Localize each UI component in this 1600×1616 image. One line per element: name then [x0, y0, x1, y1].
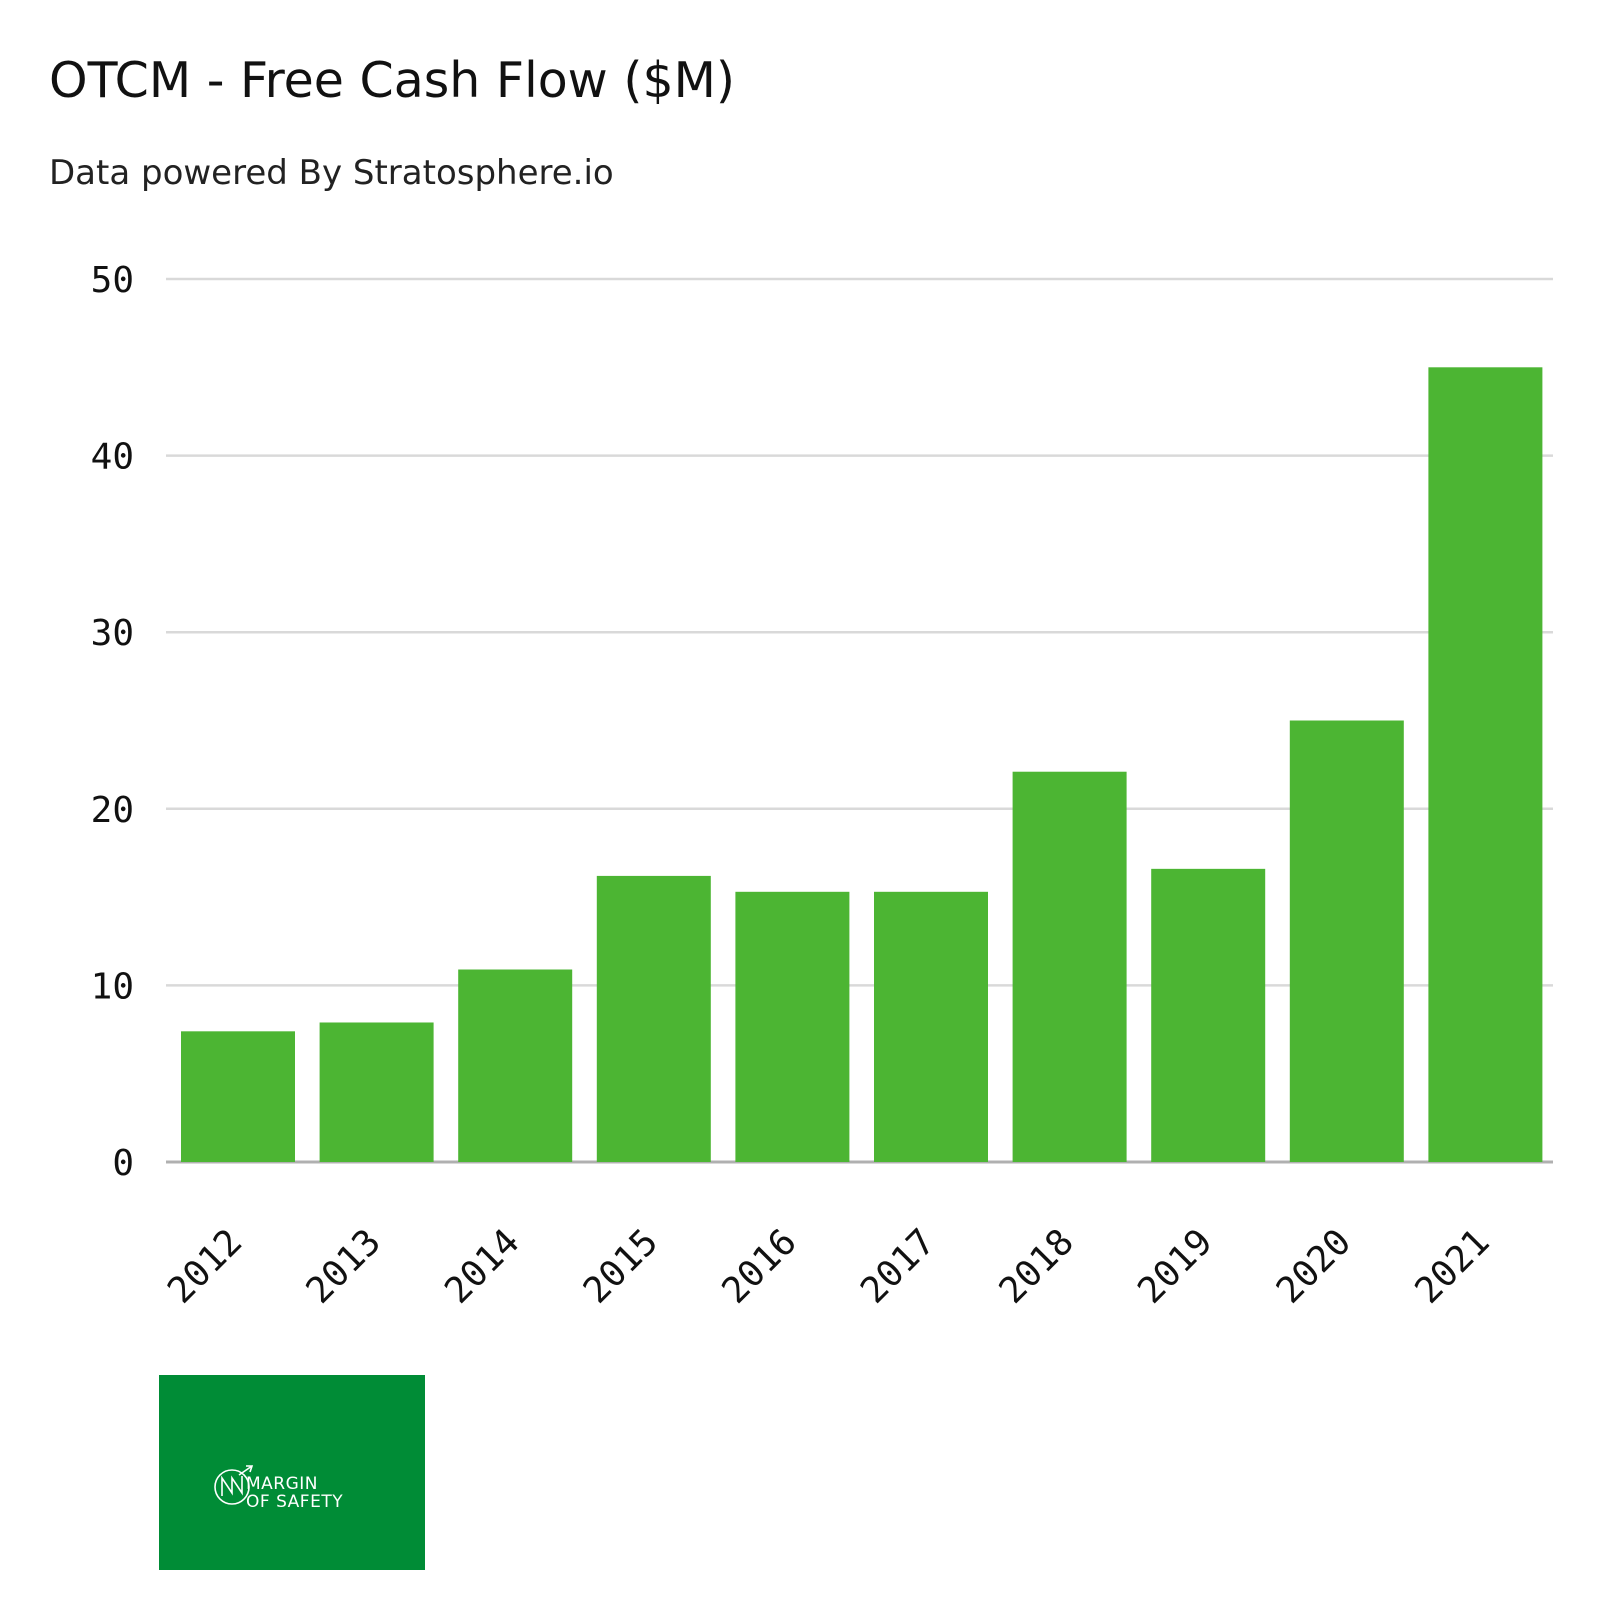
bar-2017: [874, 891, 988, 1162]
x-tick-label: 2018: [992, 1221, 1082, 1311]
bar-2012: [181, 1031, 295, 1162]
x-axis-ticks: 2012 2013 2014 2015 2016 2017 2018 2019 2020 2021: [160, 1221, 1498, 1311]
x-tick-label: 2021: [1407, 1221, 1497, 1311]
x-tick-label: 2014: [437, 1221, 527, 1311]
bar-2013: [319, 1022, 434, 1162]
x-tick-label: 2017: [853, 1221, 943, 1311]
bar-2014: [458, 969, 573, 1162]
logo-text-margin: MARGIN: [246, 1474, 319, 1494]
x-tick-label: 2019: [1130, 1221, 1220, 1311]
bar-2020: [1289, 720, 1404, 1162]
x-tick-label: 2020: [1269, 1221, 1359, 1311]
y-tick-label: 40: [91, 437, 134, 478]
x-tick-label: 2016: [714, 1221, 804, 1311]
x-tick-label: 2013: [299, 1221, 389, 1311]
y-tick-label: 10: [91, 966, 134, 1007]
y-tick-label: 0: [112, 1143, 134, 1184]
bar-2019: [1151, 868, 1266, 1162]
y-axis-ticks: 0 10 20 30 40 50: [91, 260, 134, 1184]
bar-2015: [596, 875, 711, 1162]
bar-2018: [1012, 771, 1127, 1162]
logo-text-of-safety: OF SAFETY: [246, 1492, 344, 1512]
bar-2021: [1428, 367, 1543, 1162]
bars: [181, 367, 1543, 1162]
y-tick-label: 30: [91, 613, 134, 654]
y-tick-label: 20: [91, 790, 134, 831]
logo-mark-icon: [214, 1465, 254, 1505]
margin-of-safety-logo: MARGIN OF SAFETY: [159, 1375, 425, 1570]
bar-2016: [735, 891, 850, 1162]
y-tick-label: 50: [91, 260, 134, 301]
x-tick-label: 2015: [576, 1221, 666, 1311]
bar-chart: 0 10 20 30 40 50 2012 2013 2014 2015 2016 2017 2018…: [91, 260, 1553, 1312]
x-tick-label: 2012: [160, 1221, 250, 1311]
chart-subtitle: Data powered By Stratosphere.io: [49, 153, 614, 193]
chart-title: OTCM - Free Cash Flow ($M): [49, 52, 736, 109]
